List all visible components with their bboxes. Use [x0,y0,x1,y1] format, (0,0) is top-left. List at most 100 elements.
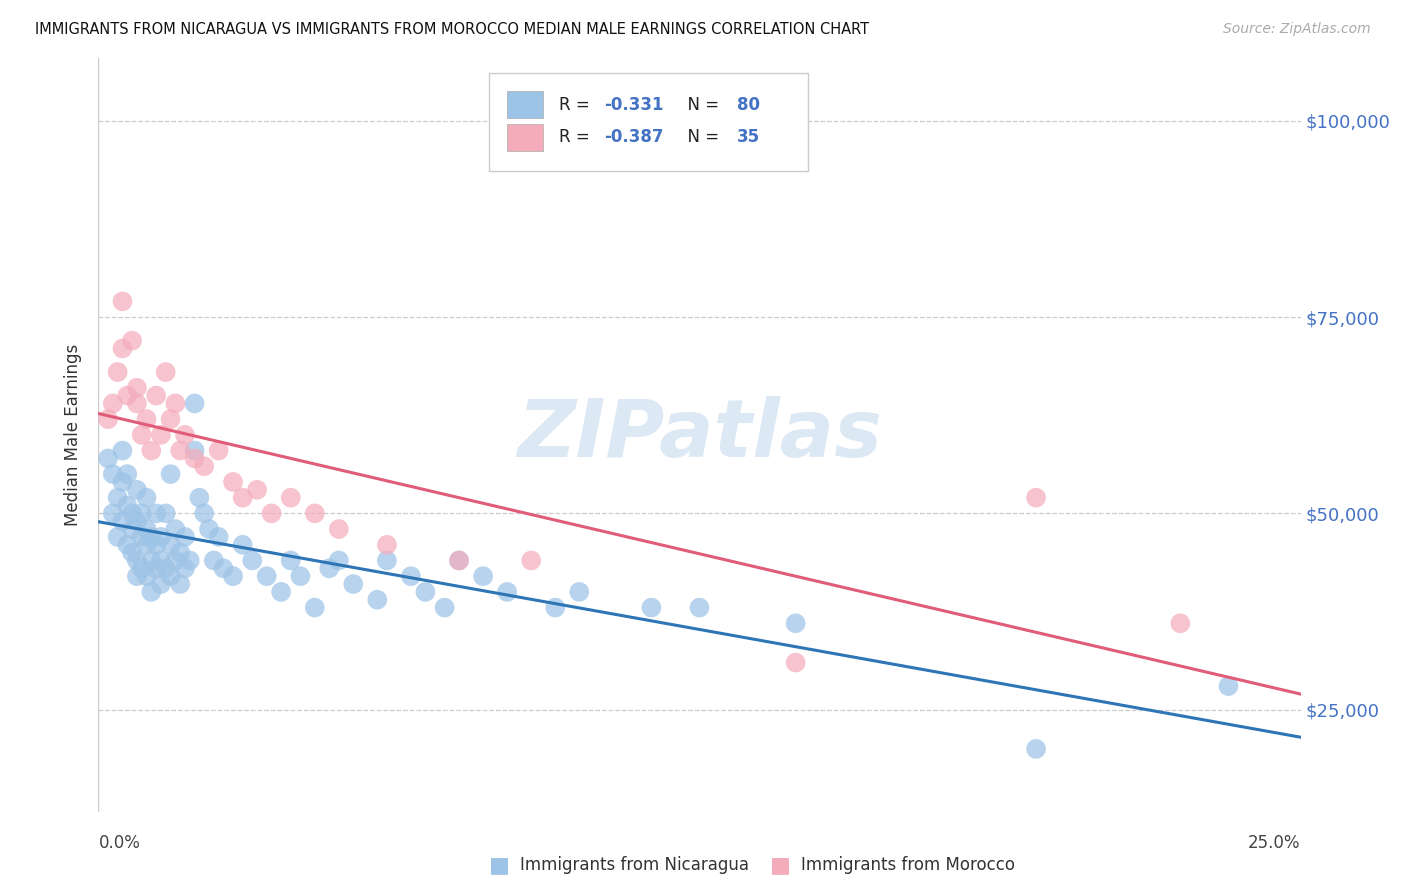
Point [174,561,197,575]
Point [141,530,163,544]
Point [472,569,495,583]
Point [165,522,187,536]
Point [121,522,143,536]
Text: -0.331: -0.331 [605,95,664,113]
Point [1025,491,1047,505]
Point [107,365,129,379]
Point [111,294,134,309]
Text: ■: ■ [489,855,509,875]
Point [246,483,269,497]
Point [111,443,134,458]
Point [111,342,134,356]
Point [447,553,470,567]
Point [155,561,177,575]
Text: N =: N = [676,95,724,113]
Text: ■: ■ [770,855,790,875]
Point [179,553,201,567]
Point [183,443,205,458]
Point [145,538,167,552]
Point [640,600,662,615]
Text: ZIPatlas: ZIPatlas [517,396,882,474]
Point [256,569,278,583]
Point [198,522,221,536]
Point [121,507,143,521]
Point [111,475,134,489]
Point [169,577,191,591]
Point [433,600,456,615]
Point [222,569,245,583]
Point [1218,679,1240,693]
Point [366,592,388,607]
Point [145,507,167,521]
Point [304,507,326,521]
Point [117,538,139,552]
Point [290,569,312,583]
Point [304,600,326,615]
Point [131,530,153,544]
Point [544,600,567,615]
Point [193,459,215,474]
Point [328,522,350,536]
Point [240,553,263,567]
Point [155,365,177,379]
Point [1170,616,1192,631]
Point [342,577,364,591]
Point [208,530,231,544]
Point [145,561,167,575]
Point [149,530,172,544]
Point [270,585,292,599]
Point [125,553,148,567]
Point [141,443,163,458]
Point [97,451,120,466]
Point [149,577,172,591]
Point [107,530,129,544]
Point [131,561,153,575]
Point [399,569,422,583]
Point [135,538,157,552]
Point [328,553,350,567]
Text: 80: 80 [737,95,759,113]
Point [149,553,172,567]
Point [375,538,398,552]
Point [183,396,205,410]
Text: 35: 35 [737,128,759,146]
Point [159,538,181,552]
Text: R =: R = [558,95,595,113]
Point [125,381,148,395]
Text: Immigrants from Morocco: Immigrants from Morocco [801,856,1015,874]
Text: 0.0%: 0.0% [98,834,141,852]
Point [520,553,543,567]
Point [107,491,129,505]
Point [232,491,254,505]
Point [101,507,124,521]
Point [135,569,157,583]
Point [125,396,148,410]
Point [97,412,120,426]
Point [149,427,172,442]
Point [169,546,191,560]
Point [415,585,437,599]
Point [117,499,139,513]
Point [280,491,302,505]
Point [121,334,143,348]
Point [447,553,470,567]
Point [375,553,398,567]
Point [141,585,163,599]
Point [202,553,225,567]
Text: Source: ZipAtlas.com: Source: ZipAtlas.com [1223,22,1371,37]
FancyBboxPatch shape [489,73,807,171]
Point [689,600,711,615]
Point [318,561,340,575]
Text: IMMIGRANTS FROM NICARAGUA VS IMMIGRANTS FROM MOROCCO MEDIAN MALE EARNINGS CORREL: IMMIGRANTS FROM NICARAGUA VS IMMIGRANTS … [35,22,869,37]
Point [280,553,302,567]
Point [188,491,211,505]
Point [208,443,231,458]
Point [135,491,157,505]
Point [568,585,591,599]
Point [117,467,139,482]
Point [785,616,807,631]
Text: -0.387: -0.387 [605,128,664,146]
Point [159,569,181,583]
Point [222,475,245,489]
Point [260,507,283,521]
